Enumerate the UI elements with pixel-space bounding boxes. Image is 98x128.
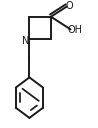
Text: N: N (22, 36, 29, 46)
Text: OH: OH (68, 25, 83, 35)
Text: O: O (66, 1, 73, 11)
